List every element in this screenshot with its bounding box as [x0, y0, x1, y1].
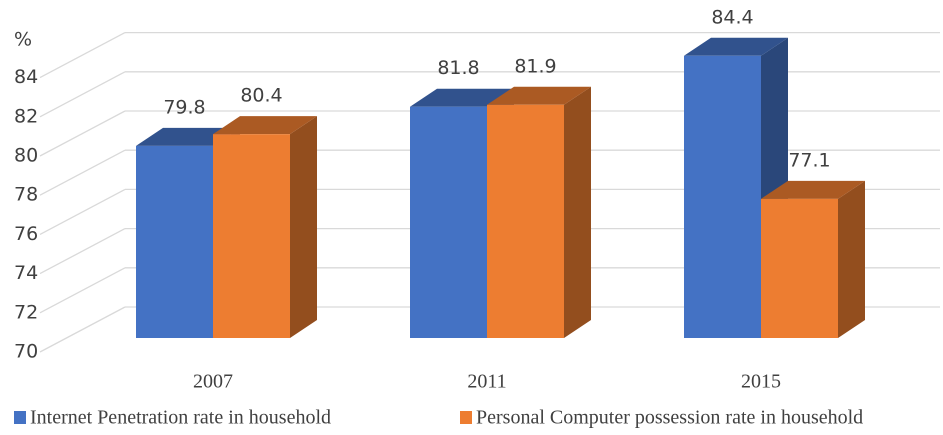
data-label: 79.8	[163, 96, 205, 118]
legend-swatch	[460, 411, 472, 424]
grid-line-depth	[39, 32, 126, 79]
bar	[136, 145, 213, 338]
y-tick-label: 74	[14, 262, 38, 284]
legend-label: Personal Computer possession rate in hou…	[476, 407, 863, 429]
data-label: 77.1	[788, 149, 830, 171]
x-tick-label: 2015	[741, 371, 781, 393]
x-tick-label: 2007	[193, 371, 233, 393]
y-tick-label: 70	[14, 341, 38, 363]
grid-line-depth	[39, 306, 126, 353]
bar-side	[564, 86, 591, 338]
y-tick-label: 72	[14, 301, 38, 323]
grid-line-depth	[39, 228, 126, 275]
bar-top	[487, 86, 591, 105]
y-tick-label: 76	[14, 223, 38, 245]
bar	[761, 198, 838, 338]
grid-line-depth	[39, 71, 126, 118]
bar	[487, 104, 564, 338]
bar-top	[761, 180, 865, 199]
data-label: 81.9	[514, 55, 556, 77]
grid-line-depth	[39, 110, 126, 157]
y-tick-label: 82	[14, 105, 38, 127]
bar-top	[213, 116, 317, 135]
data-label: 84.4	[711, 6, 753, 28]
y-tick-label: 80	[14, 145, 38, 167]
grid-line-depth	[39, 188, 126, 235]
bar-top	[684, 37, 788, 56]
y-tick-label: 78	[14, 184, 38, 206]
data-label: 81.8	[437, 57, 479, 79]
legend-label: Internet Penetration rate in household	[30, 407, 331, 429]
data-label: 80.4	[240, 85, 282, 107]
y-tick-label: 84	[14, 66, 38, 88]
y-axis-label: %	[14, 29, 32, 51]
grid-line-depth	[39, 267, 126, 314]
bar-top	[410, 88, 514, 107]
x-tick-label: 2011	[467, 371, 506, 393]
bar-side	[290, 116, 317, 338]
legend-swatch	[14, 411, 26, 424]
bar	[410, 106, 487, 338]
bar	[684, 55, 761, 338]
grid-line-depth	[39, 149, 126, 196]
bar-side	[838, 180, 865, 338]
bar	[213, 134, 290, 338]
